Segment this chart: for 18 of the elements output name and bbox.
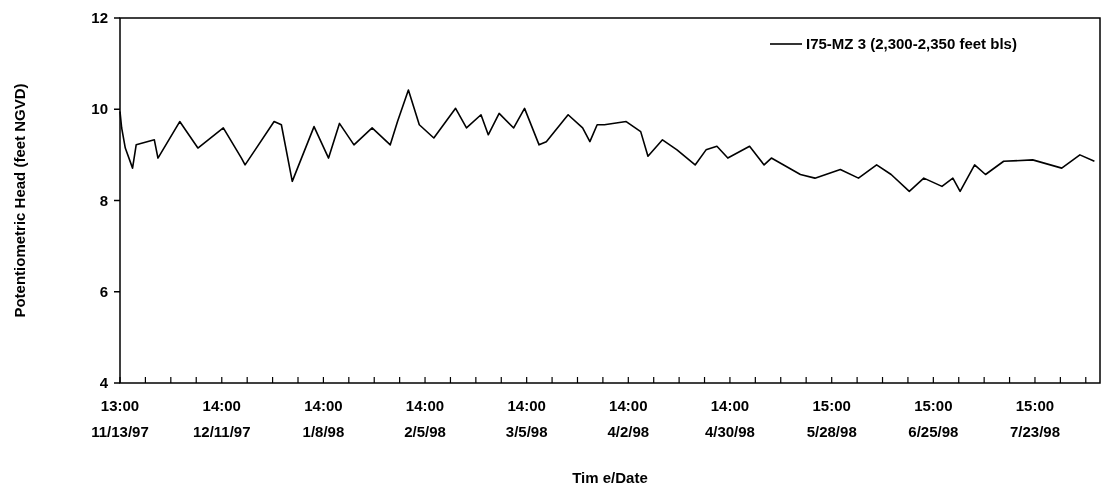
y-tick-label: 8	[99, 191, 108, 209]
x-tick-label: 13:00 11/13/97	[91, 397, 149, 440]
x-tick-label: 15:00 6/25/98	[908, 397, 959, 440]
y-tick-label: 6	[99, 282, 108, 300]
x-tick-label: 14:00 4/2/98	[607, 397, 650, 440]
x-tick-label: 15:00 5/28/98	[806, 397, 857, 440]
y-tick-label: 4	[99, 374, 109, 391]
legend-label: I75-MZ 3 (2,300-2,350 feet bls)	[806, 35, 1017, 52]
y-tick-label: 10	[91, 100, 108, 118]
x-tick-label: 14:00 2/5/98	[404, 397, 446, 440]
x-tick-label: 14:00 3/5/98	[505, 397, 548, 440]
y-axis-title: Potentiometric Head (feet NGVD)	[11, 83, 28, 318]
x-axis-title: Tim e/Date	[572, 469, 648, 486]
x-tick-label: 15:00 7/23/98	[1009, 397, 1060, 440]
y-tick-label: 12	[91, 9, 108, 26]
x-tick-label: 14:00 12/11/97	[193, 397, 251, 440]
x-tick-label: 14:00 4/30/98	[704, 397, 755, 440]
x-tick-label: 14:00 1/8/98	[302, 397, 345, 440]
